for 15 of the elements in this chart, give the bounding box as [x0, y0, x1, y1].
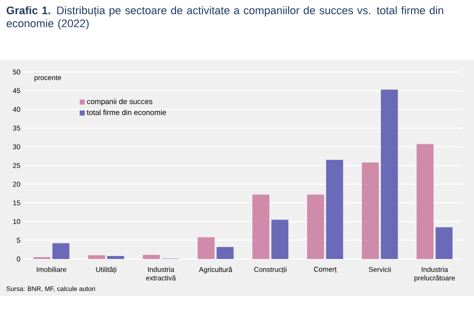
bar [88, 255, 106, 259]
bar [198, 237, 215, 259]
bar [52, 243, 70, 259]
bar [362, 162, 379, 259]
bar [142, 254, 160, 259]
bar [216, 247, 234, 259]
bar [436, 227, 453, 259]
chart-title: Grafic 1. Distribuția pe sectoare de activitate a companiilor de succes vs. total firme din economie (2022) [6, 6, 444, 30]
bar [326, 160, 344, 259]
bar [271, 220, 288, 259]
bar [380, 90, 398, 259]
bar [252, 194, 270, 259]
bar [107, 256, 124, 259]
bar [416, 144, 434, 259]
bar [307, 194, 324, 259]
